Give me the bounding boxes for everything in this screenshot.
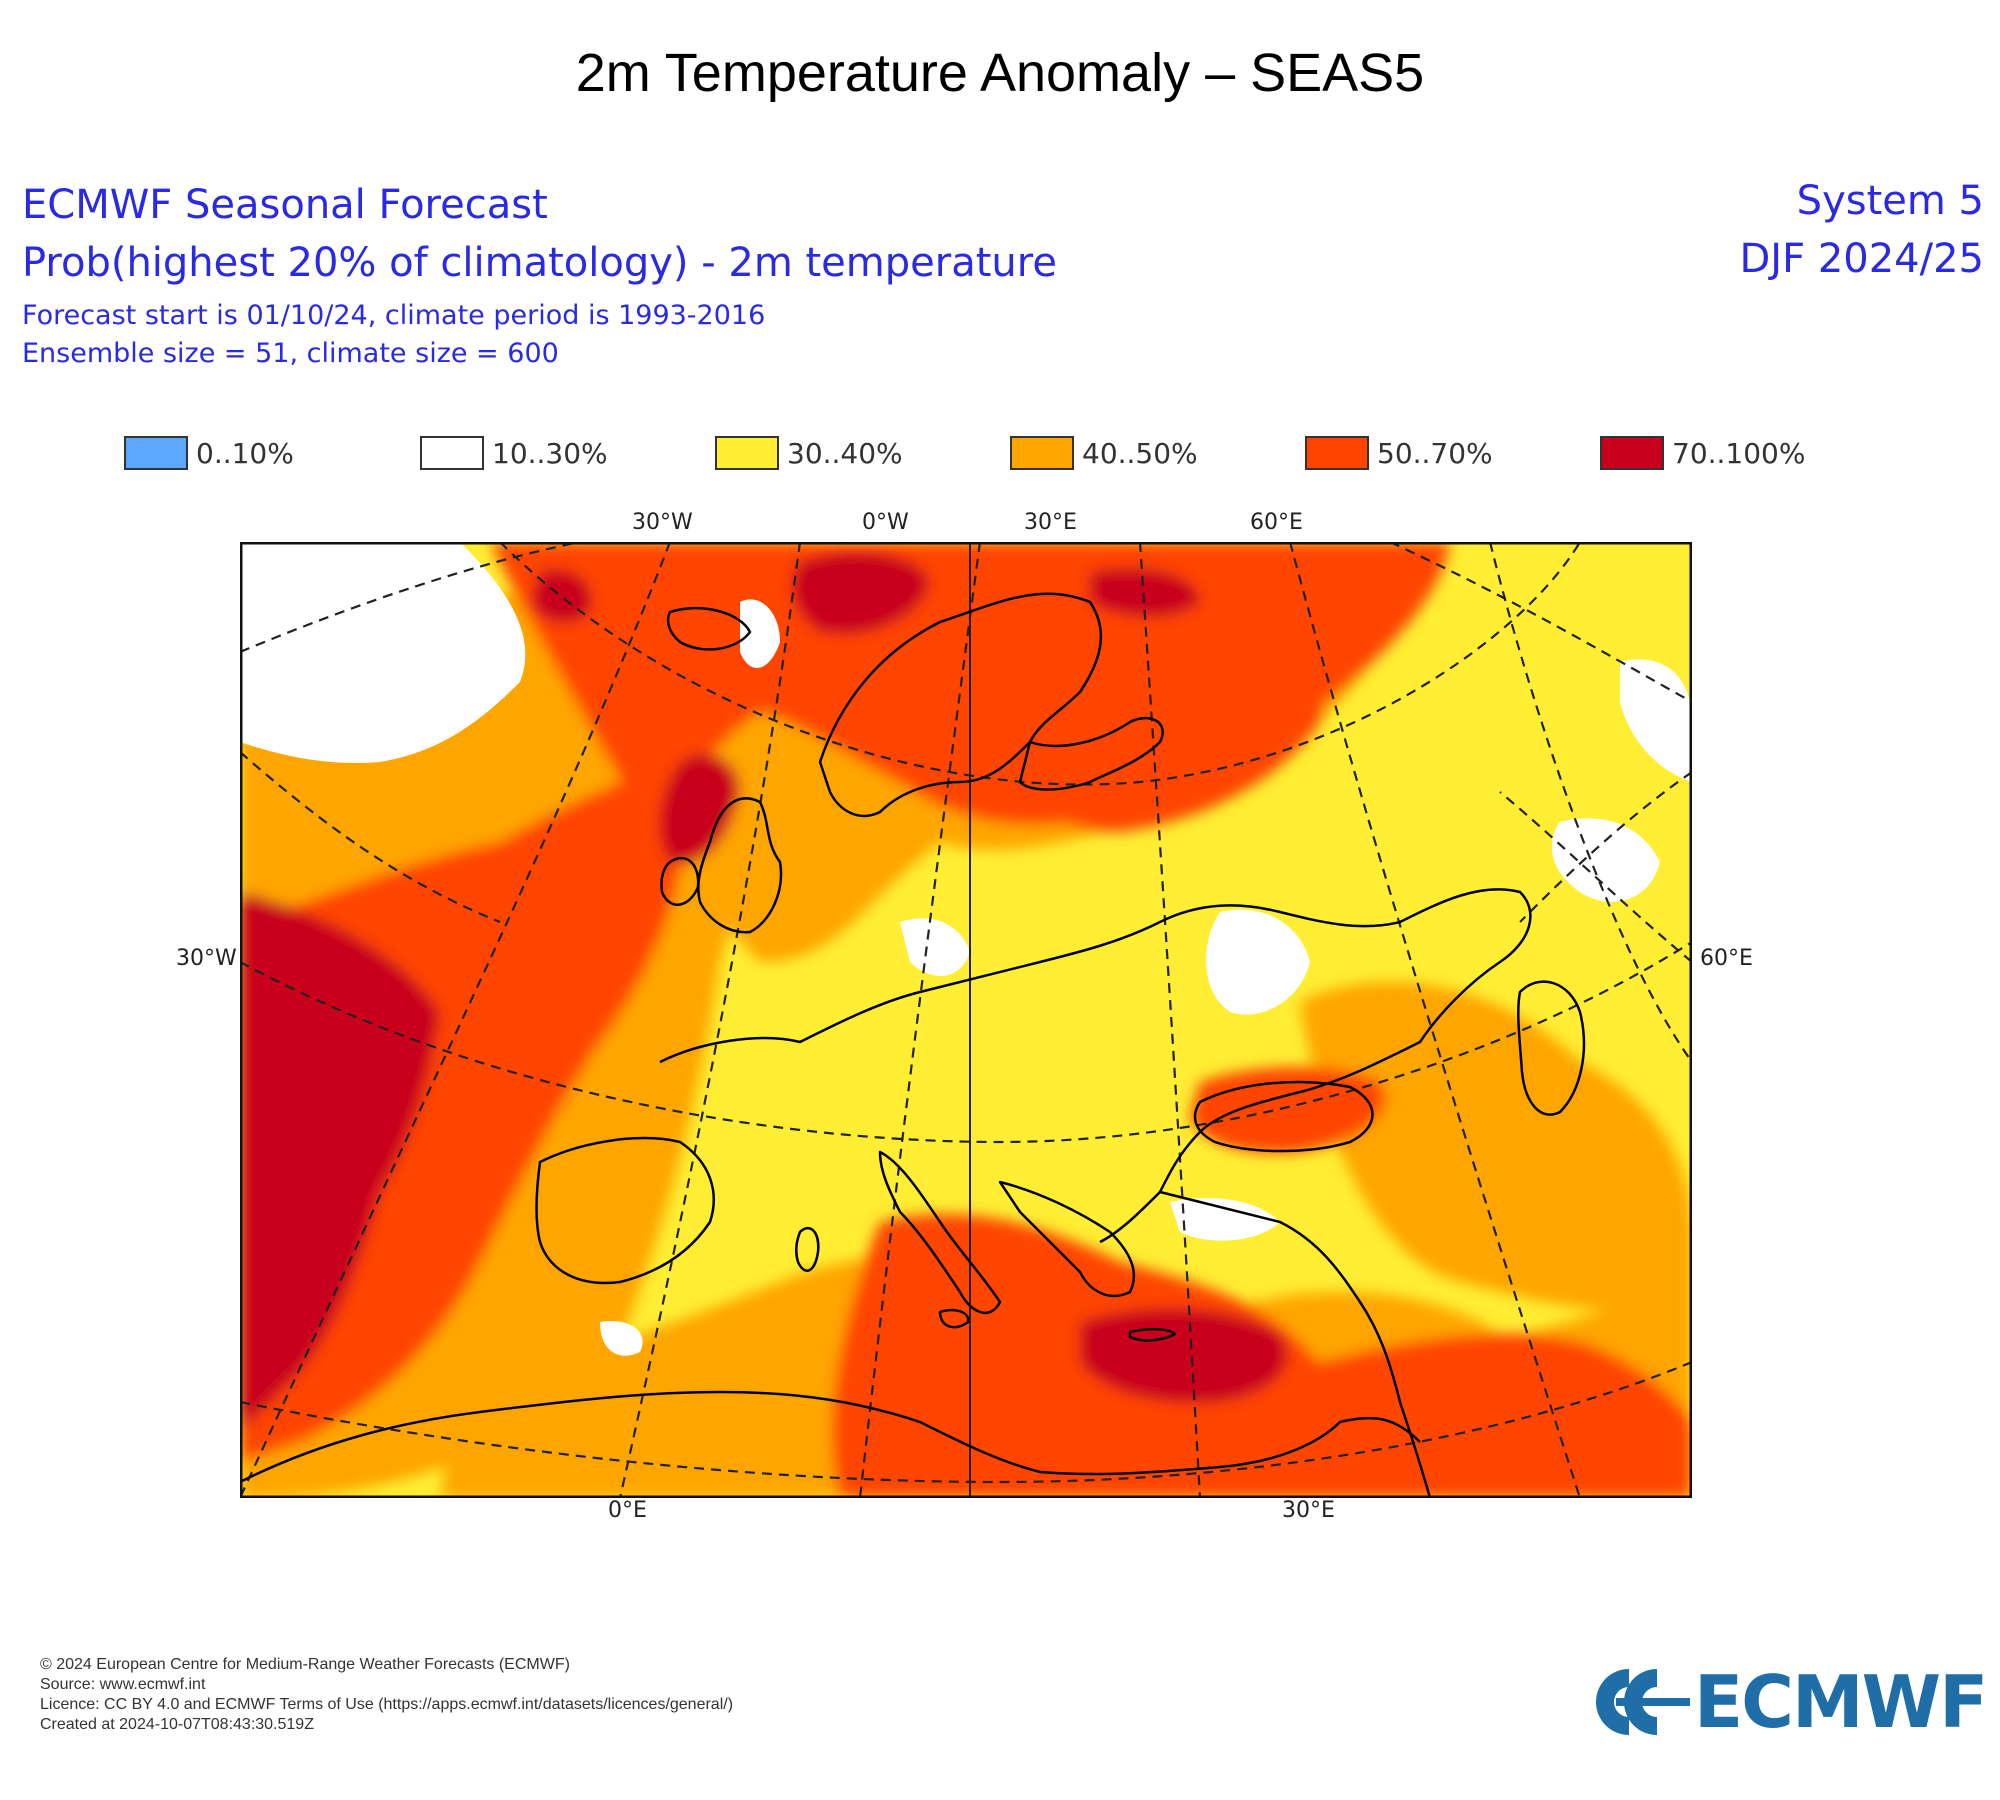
coast-iberia — [535, 1136, 715, 1285]
coast-ireland — [660, 856, 700, 906]
graticule-arc-west — [240, 542, 581, 654]
season-label: DJF 2024/25 — [1739, 236, 1985, 282]
page-title: 2m Temperature Anomaly – SEAS5 — [575, 43, 1425, 103]
ecmwf-logo-icon — [1596, 1669, 1690, 1735]
zone-70-100-atlantic — [240, 892, 440, 1432]
map-label-top-0w: 0°W — [862, 510, 909, 535]
coastlines — [240, 592, 1586, 1498]
forecast-product-title: ECMWF Seasonal Forecast — [22, 182, 548, 228]
legend-label: 10..30% — [492, 436, 608, 470]
legend-item-40-50: 40..50% — [1010, 434, 1198, 472]
map-label-top-60e: 60°E — [1250, 510, 1303, 535]
zone-70-100-barents — [1090, 568, 1200, 617]
ensemble-info: Ensemble size = 51, climate size = 600 — [22, 338, 559, 369]
footer-licence: Licence: CC BY 4.0 and ECMWF Terms of Us… — [40, 1696, 734, 1713]
coast-finland-baltic — [1018, 716, 1164, 791]
legend-label: 0..10% — [196, 436, 294, 470]
zone-10-30-africa — [600, 1321, 643, 1356]
coast-crete — [1128, 1327, 1177, 1342]
footer-source: Source: www.ecmwf.int — [40, 1676, 206, 1693]
system-label: System 5 — [1796, 178, 1984, 224]
map-label-top-30e: 30°E — [1024, 510, 1077, 535]
ecmwf-logo-text: ECMWF — [1694, 1660, 1988, 1744]
zone-40-50-east — [1300, 982, 1692, 1311]
coast-sardinia-corsica — [795, 1226, 820, 1272]
graticule-parallel-north — [499, 542, 1581, 786]
zone-10-30-caspian — [1551, 818, 1660, 902]
legend-label: 50..70% — [1377, 436, 1493, 470]
footer-copyright: © 2024 European Centre for Medium-Range … — [40, 1656, 570, 1673]
map-label-top-30w: 30°W — [632, 510, 693, 535]
coast-black-sea — [1193, 1080, 1374, 1153]
map-label-bottom-30e: 30°E — [1282, 1498, 1335, 1523]
legend-swatch — [124, 436, 188, 470]
zone-10-30-east-edge — [1620, 659, 1692, 782]
coast-italy — [878, 1150, 1002, 1314]
graticule-meridian-15e — [1138, 542, 1202, 1498]
map-label-bottom-0e: 0°E — [608, 1498, 647, 1523]
graticule-meridian-0w — [858, 542, 982, 1498]
map-frame — [240, 542, 1692, 1498]
coast-turkey-levant — [1159, 1190, 1432, 1498]
graticule-diag-west — [240, 751, 501, 924]
coast-scandinavia — [818, 592, 1103, 818]
legend-label: 70..100% — [1672, 436, 1806, 470]
graticule-meridian-0 — [618, 542, 802, 1498]
map-label-right-60e: 60°E — [1700, 946, 1753, 971]
legend-label: 40..50% — [1082, 436, 1198, 470]
zone-50-70-scandinavia — [951, 558, 1326, 832]
coast-mainland-europe — [659, 888, 1532, 1244]
legend-item-10-30: 10..30% — [420, 434, 608, 472]
graticule-meridian-30w — [240, 542, 672, 1498]
coast-caspian — [1517, 980, 1586, 1116]
graticule-parallel-mid — [240, 941, 1692, 1144]
coast-sicily — [938, 1308, 970, 1329]
coast-britain — [697, 797, 783, 934]
ecmwf-logo: ECMWF — [1596, 1660, 1988, 1744]
graticule-meridian-45e — [1488, 542, 1692, 1063]
legend-item-30-40: 30..40% — [715, 434, 903, 472]
zone-10-30-baltic — [900, 918, 970, 976]
legend-item-0-10: 0..10% — [124, 434, 294, 472]
forecast-start-info: Forecast start is 01/10/24, climate peri… — [22, 300, 766, 331]
zone-10-30-greenland — [240, 542, 526, 763]
graticule-diag-se — [1499, 791, 1692, 963]
legend-swatch — [1305, 436, 1369, 470]
legend-swatch — [1010, 436, 1074, 470]
coast-balkans-greece — [998, 1180, 1136, 1298]
zone-10-30-ukraine — [1206, 909, 1310, 1015]
coast-iceland — [666, 606, 752, 651]
legend-label: 30..40% — [787, 436, 903, 470]
graticule — [240, 542, 1692, 1498]
graticule-meridian-30e — [1288, 542, 1582, 1498]
zone-70-100-north-sea — [659, 753, 740, 864]
graticule-arc-east — [1389, 542, 1692, 703]
legend-swatch — [1600, 436, 1664, 470]
graticule-parallel-south — [240, 1360, 1692, 1484]
legend-item-50-70: 50..70% — [1305, 434, 1493, 472]
zone-70-100-norway-sea — [791, 551, 930, 635]
legend-swatch — [420, 436, 484, 470]
probability-map — [240, 542, 1692, 1498]
forecast-variable-title: Prob(highest 20% of climatology) - 2m te… — [22, 240, 1057, 286]
zone-10-30-north-atl — [740, 599, 780, 669]
coast-north-africa — [240, 1390, 1421, 1484]
zone-50-70-east-med — [1320, 1333, 1692, 1498]
legend-swatch — [715, 436, 779, 470]
footer-created: Created at 2024-10-07T08:43:30.519Z — [40, 1716, 314, 1733]
legend-item-70-100: 70..100% — [1600, 434, 1805, 472]
zone-10-30-greece — [1170, 1198, 1280, 1241]
map-label-left-30w: 30°W — [176, 946, 237, 971]
graticule-diag-east — [1519, 771, 1692, 923]
